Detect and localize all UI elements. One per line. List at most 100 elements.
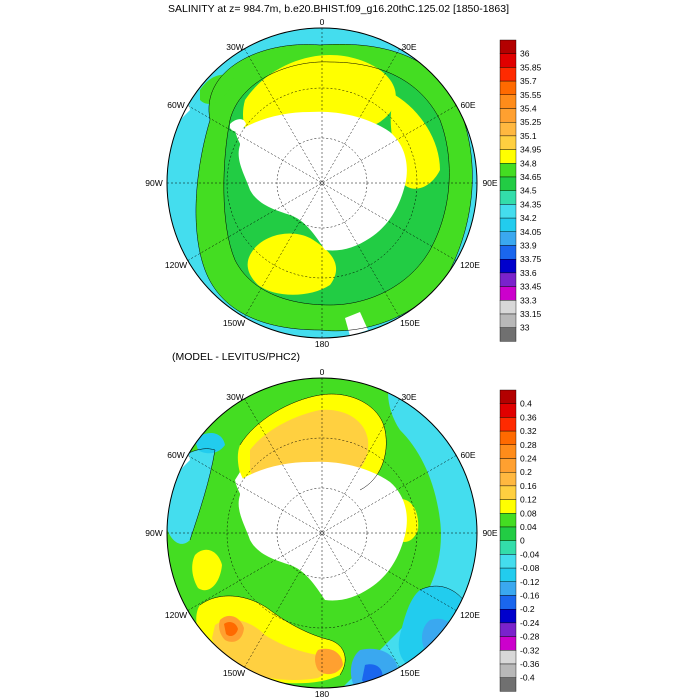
difference-colorbar-swatch <box>499 444 517 459</box>
difference-colorbar-swatch <box>499 403 517 418</box>
salinity-colorbar-swatch <box>499 149 517 164</box>
salinity-colorbar-swatch <box>499 313 517 328</box>
salinity-colorbar-swatch <box>499 94 517 109</box>
salinity-colorbar-tick-label: 35.85 <box>520 62 542 72</box>
difference-colorbar-swatch <box>499 389 517 404</box>
salinity-colorbar-tick-label: 33.9 <box>520 241 537 251</box>
longitude-label-180: 180 <box>315 339 329 349</box>
difference-colorbar-swatch <box>499 609 517 624</box>
salinity-colorbar-tick-label: 34.35 <box>520 199 542 209</box>
difference-colorbar-tick-label: 0.08 <box>520 508 537 518</box>
difference-map-panel: 0 30E 60E 90E 120E 150E 180 150W 120W 90… <box>145 367 540 699</box>
longitude-label-30w: 30W <box>226 392 243 402</box>
difference-colorbar-swatch <box>499 485 517 500</box>
salinity-colorbar-swatch <box>499 300 517 315</box>
salinity-colorbar-swatch <box>499 190 517 205</box>
salinity-colorbar-swatch <box>499 39 517 54</box>
salinity-colorbar-swatch <box>499 204 517 219</box>
difference-colorbar-swatch <box>499 499 517 514</box>
salinity-map-panel: 0 30E 60E 90E 120E 150E 180 150W 120W 90… <box>145 17 542 349</box>
australia-land <box>470 240 477 300</box>
longitude-label-30e: 30E <box>401 42 416 52</box>
antarctica-land <box>238 111 407 251</box>
salinity-colorbar-tick-label: 35.7 <box>520 76 537 86</box>
salinity-colorbar-swatch <box>499 108 517 123</box>
salinity-colorbar-tick-label: 34.95 <box>520 145 542 155</box>
longitude-label-0: 0 <box>320 17 325 27</box>
difference-colorbar-tick-label: -0.16 <box>520 591 540 601</box>
longitude-label-120w: 120W <box>165 260 187 270</box>
longitude-label-120e: 120E <box>460 260 480 270</box>
salinity-colorbar-tick-label: 35.4 <box>520 104 537 114</box>
difference-colorbar-swatch <box>499 540 517 555</box>
longitude-label-0: 0 <box>320 367 325 377</box>
salinity-colorbar-swatch <box>499 217 517 233</box>
longitude-label-90w: 90W <box>145 178 162 188</box>
difference-colorbar-swatch <box>499 513 517 528</box>
difference-colorbar-tick-label: -0.36 <box>520 659 540 669</box>
difference-colorbar-tick-label: -0.4 <box>520 673 535 683</box>
salinity-colorbar-swatch <box>499 121 517 137</box>
salinity-colorbar-tick-label: 36 <box>520 49 530 59</box>
longitude-label-90e: 90E <box>482 178 497 188</box>
difference-colorbar-swatch <box>499 636 517 651</box>
graticule <box>167 378 477 688</box>
difference-colorbar-swatch <box>499 581 517 596</box>
difference-colorbar-tick-label: 0.2 <box>520 467 532 477</box>
salinity-colorbar-tick-label: 33.15 <box>520 309 542 319</box>
positive-anomaly-pacific-west <box>192 549 222 591</box>
difference-colorbar-swatch <box>499 417 517 432</box>
difference-colorbar-swatch <box>499 471 517 487</box>
salinity-colorbar-tick-label: 34.05 <box>520 227 542 237</box>
salinity-colorbar-swatch <box>499 163 517 178</box>
salinity-colorbar-swatch <box>499 135 517 150</box>
difference-colorbar-tick-label: 0.36 <box>520 412 537 422</box>
difference-colorbar-swatch <box>499 663 517 678</box>
salinity-colorbar-tick-label: 33.45 <box>520 282 542 292</box>
difference-colorbar-swatch <box>499 526 517 541</box>
salinity-colorbar-tick-label: 34.8 <box>520 158 537 168</box>
salinity-colorbar-tick-label: 33.6 <box>520 268 537 278</box>
difference-colorbar-tick-label: 0.04 <box>520 522 537 532</box>
salinity-colorbar-tick-label: 35.25 <box>520 117 542 127</box>
difference-colorbar-swatch <box>499 567 517 583</box>
longitude-label-90e: 90E <box>482 528 497 538</box>
africa-land <box>440 390 470 420</box>
antarctica-land <box>238 461 407 601</box>
longitude-label-150e: 150E <box>400 668 420 678</box>
difference-colorbar-swatch <box>499 677 517 692</box>
difference-colorbar-tick-label: 0.24 <box>520 454 537 464</box>
map-boundary <box>166 377 478 689</box>
salinity-colorbar-tick-label: 33.3 <box>520 295 537 305</box>
difference-colorbar-swatch <box>499 650 517 665</box>
salinity-colorbar-swatch <box>499 176 517 191</box>
map-boundary <box>166 27 478 339</box>
longitude-label-60e: 60E <box>460 100 475 110</box>
longitude-label-150w: 150W <box>223 318 245 328</box>
difference-colorbar-tick-label: -0.12 <box>520 577 540 587</box>
longitude-label-60e: 60E <box>460 450 475 460</box>
difference-colorbar: 0.4 0.36 0.32 0.28 0.24 0.2 0.16 0.12 0.08 0.04 0 -… <box>499 389 540 692</box>
salinity-colorbar-swatch <box>499 67 517 82</box>
longitude-label-150w: 150W <box>223 668 245 678</box>
salinity-colorbar-tick-label: 34.65 <box>520 172 542 182</box>
high-salinity-pacific <box>247 233 337 295</box>
salinity-colorbar-tick-label: 35.55 <box>520 90 542 100</box>
difference-colorbar-tick-label: -0.28 <box>520 632 540 642</box>
difference-colorbar-tick-label: 0.12 <box>520 495 537 505</box>
salinity-colorbar-swatch <box>499 53 517 68</box>
difference-colorbar-swatch <box>499 595 517 610</box>
longitude-label-150e: 150E <box>400 318 420 328</box>
salinity-colorbar: 36 35.85 35.7 35.55 35.4 35.25 35.1 34.95 34.8 34… <box>499 39 542 342</box>
africa-land <box>440 40 470 70</box>
difference-colorbar-swatch <box>499 554 517 569</box>
australia-land <box>470 590 477 650</box>
salinity-colorbar-tick-label: 34.2 <box>520 213 537 223</box>
longitude-label-90w: 90W <box>145 528 162 538</box>
difference-colorbar-tick-label: 0.4 <box>520 399 532 409</box>
longitude-label-60w: 60W <box>167 450 184 460</box>
graticule <box>167 28 477 338</box>
longitude-label-30w: 30W <box>226 42 243 52</box>
difference-colorbar-tick-label: 0 <box>520 536 525 546</box>
longitude-label-180: 180 <box>315 689 329 699</box>
